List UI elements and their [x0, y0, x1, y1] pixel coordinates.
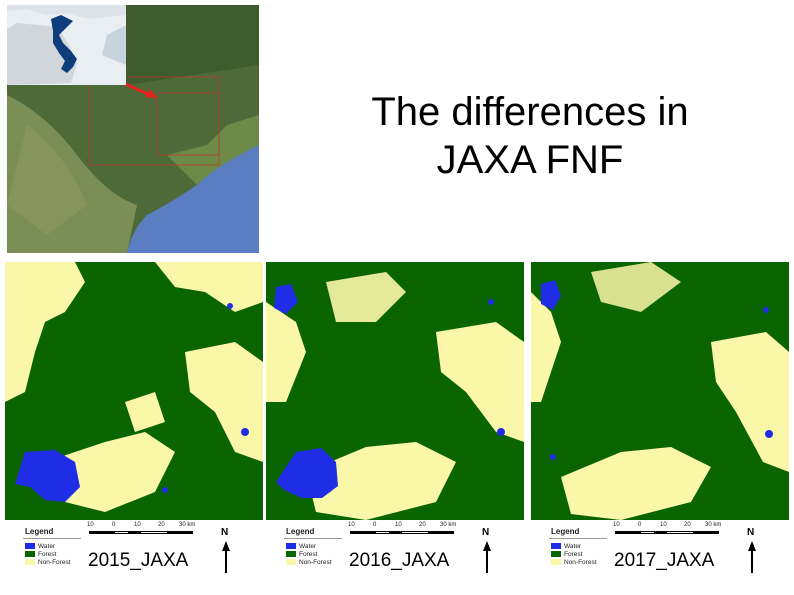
- legend-water-label: Water: [38, 543, 56, 550]
- scale-label: 10: [613, 522, 620, 528]
- forest-swatch: [551, 551, 561, 558]
- map-footer: Legend Water Forest Non-Forest 10 0 10 2…: [266, 520, 524, 595]
- scale-bar: 10 0 10 20 30 km: [87, 522, 197, 538]
- forest-map-2017: [531, 262, 789, 520]
- scale-label: 10: [348, 522, 355, 528]
- non-forest-swatch: [286, 559, 296, 566]
- north-arrow-icon: N: [482, 527, 491, 573]
- legend-non-forest-label: Non-Forest: [299, 559, 332, 566]
- scale-label: 0: [638, 522, 642, 528]
- panel-label: 2016_JAXA: [349, 550, 450, 571]
- scale-label: 30 km: [705, 522, 722, 528]
- water-swatch: [25, 543, 35, 550]
- scale-bar: 10 0 10 20 30 km: [348, 522, 458, 538]
- water-swatch: [551, 543, 561, 550]
- legend-non-forest-label: Non-Forest: [564, 559, 597, 566]
- scale-label: 10: [134, 522, 141, 528]
- title-line-2: JAXA FNF: [436, 138, 624, 182]
- legend-water-label: Water: [299, 543, 317, 550]
- legend-non-forest-label: Non-Forest: [38, 559, 71, 566]
- title-line-1: The differences in: [371, 90, 689, 134]
- legend-forest-label: Forest: [299, 551, 318, 558]
- panel-label: 2017_JAXA: [614, 550, 715, 571]
- forest-swatch: [25, 551, 35, 558]
- legend-water-label: Water: [564, 543, 582, 550]
- scale-label: 30 km: [440, 522, 457, 528]
- scale-label: 0: [112, 522, 116, 528]
- scale-label: 20: [419, 522, 426, 528]
- north-arrow-icon: N: [221, 527, 230, 573]
- legend-non-forest: Non-Forest: [286, 559, 332, 567]
- legend-water: Water: [551, 543, 581, 551]
- legend-divider: [284, 538, 342, 539]
- north-label: N: [221, 527, 228, 538]
- scale-label: 10: [395, 522, 402, 528]
- map-panel-2016: Legend Water Forest Non-Forest 10 0 10 2…: [266, 262, 524, 595]
- vietnam-location-icon: [7, 5, 126, 85]
- legend-water: Water: [286, 543, 316, 551]
- scale-label: 20: [684, 522, 691, 528]
- north-arrow-icon: N: [747, 527, 756, 573]
- legend-title: Legend: [286, 527, 315, 536]
- legend-forest: Forest: [551, 551, 582, 559]
- scale-label: 10: [660, 522, 667, 528]
- legend-water: Water: [25, 543, 55, 551]
- water-swatch: [286, 543, 296, 550]
- scale-label: 20: [158, 522, 165, 528]
- map-footer: Legend Water Forest Non-Forest 10 0 10 2…: [531, 520, 789, 595]
- north-label: N: [747, 527, 754, 538]
- legend-divider: [549, 538, 607, 539]
- map-panel-2015: Legend Water Forest Non-Forest 10 0 10 2…: [5, 262, 263, 595]
- scale-label: 30 km: [179, 522, 196, 528]
- scale-bar: 10 0 10 20 30 km: [613, 522, 723, 538]
- map-footer: Legend Water Forest Non-Forest 10 0 10 2…: [5, 520, 263, 595]
- legend-title: Legend: [551, 527, 580, 536]
- non-forest-swatch: [551, 559, 561, 566]
- forest-map-2016: [266, 262, 524, 520]
- vietnam-inset-map: [7, 5, 126, 85]
- legend-forest-label: Forest: [564, 551, 583, 558]
- scale-label: 10: [87, 522, 94, 528]
- non-forest-swatch: [25, 559, 35, 566]
- legend-forest-label: Forest: [38, 551, 57, 558]
- scale-label: 0: [373, 522, 377, 528]
- legend-forest: Forest: [286, 551, 317, 559]
- legend-title: Legend: [25, 527, 54, 536]
- panel-label: 2015_JAXA: [88, 550, 189, 571]
- legend-forest: Forest: [25, 551, 56, 559]
- north-label: N: [482, 527, 489, 538]
- legend-non-forest: Non-Forest: [551, 559, 597, 567]
- forest-swatch: [286, 551, 296, 558]
- map-panel-2017: Legend Water Forest Non-Forest 10 0 10 2…: [531, 262, 789, 595]
- legend-divider: [23, 538, 81, 539]
- legend-non-forest: Non-Forest: [25, 559, 71, 567]
- slide-title: The differences in JAXA FNF: [330, 88, 730, 184]
- forest-map-2015: [5, 262, 263, 520]
